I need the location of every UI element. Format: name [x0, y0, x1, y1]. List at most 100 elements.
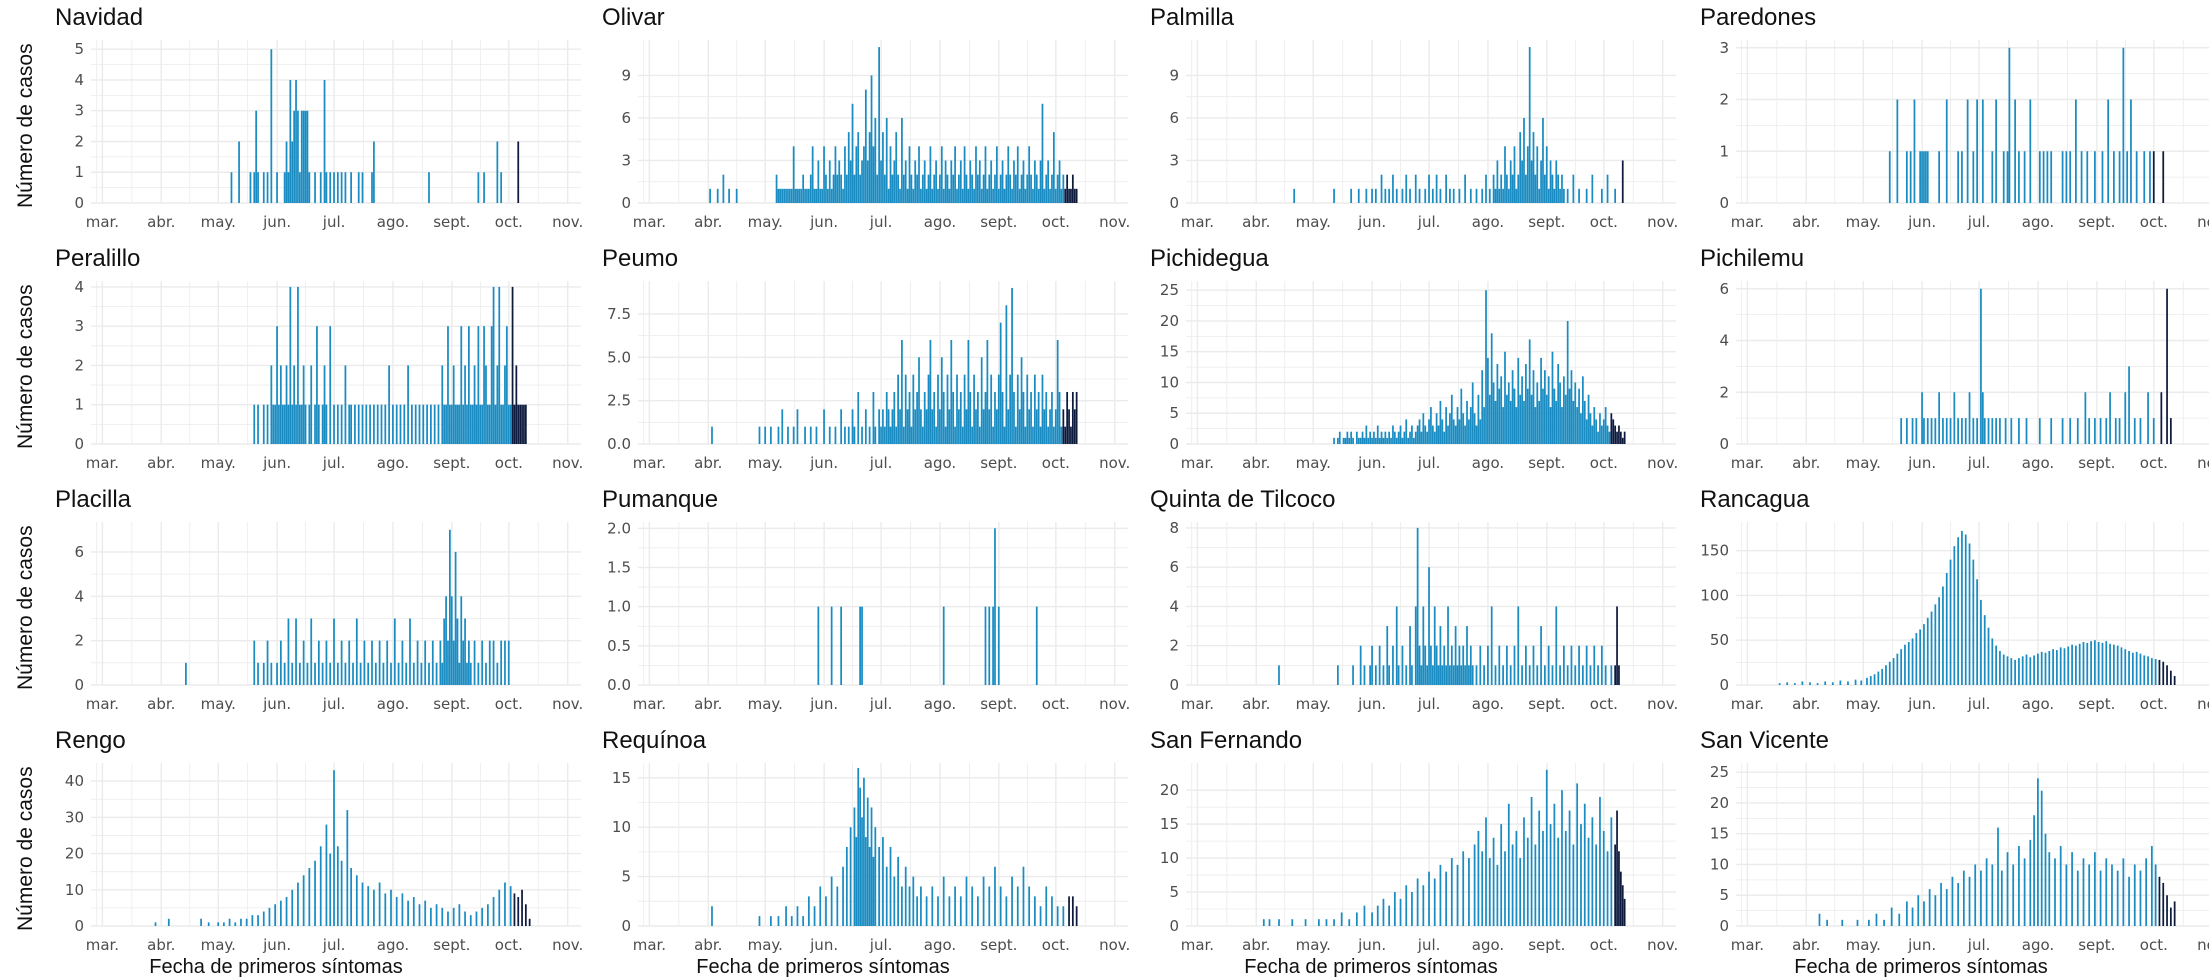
bar	[466, 662, 468, 685]
bar	[2124, 649, 2127, 685]
bar	[1930, 418, 1933, 444]
bar	[1981, 392, 1984, 444]
bar	[323, 365, 326, 444]
bar	[475, 404, 478, 444]
bar	[920, 188, 922, 203]
y-tick-label: 0	[74, 194, 84, 212]
bar	[1917, 895, 1920, 926]
bar	[443, 404, 446, 444]
bar	[2040, 790, 2043, 926]
bar	[1371, 912, 1373, 926]
bar	[764, 426, 767, 444]
bar	[329, 326, 332, 444]
bar	[1020, 174, 1023, 203]
bar	[1987, 418, 1990, 444]
bar	[2099, 418, 2102, 444]
bar	[325, 172, 328, 203]
bar	[874, 117, 877, 203]
bar	[887, 188, 890, 203]
bar	[874, 827, 877, 926]
bar	[450, 596, 453, 685]
bar	[1972, 151, 1975, 203]
y-tick-label: 10	[1160, 373, 1179, 391]
bar	[1540, 357, 1542, 444]
y-tick-label: 2.0	[607, 519, 631, 537]
bar	[1987, 627, 1990, 685]
bar	[481, 907, 484, 926]
bar	[1513, 388, 1516, 444]
bar	[859, 606, 862, 685]
bar	[840, 606, 843, 685]
bar	[1945, 573, 1948, 685]
bar	[314, 860, 316, 926]
y-tick-label: 15	[1160, 815, 1179, 833]
bar	[1905, 418, 1908, 444]
bar	[855, 146, 858, 203]
x-tick-label: oct.	[1590, 936, 1618, 954]
bar	[977, 391, 979, 444]
bar	[1357, 188, 1360, 203]
bar	[2042, 151, 2045, 203]
bar	[2021, 656, 2024, 685]
bar	[2124, 392, 2127, 444]
bar	[359, 662, 362, 685]
bar	[1589, 665, 1592, 685]
bar	[1905, 901, 1908, 926]
bar	[1278, 919, 1280, 926]
bar	[988, 886, 991, 926]
bar-recent	[1064, 188, 1067, 203]
bar	[1860, 680, 1863, 685]
bar	[1602, 419, 1605, 444]
bar	[1513, 645, 1516, 685]
bar	[1449, 188, 1451, 203]
bar	[1022, 391, 1025, 444]
y-tick-label: 4	[1169, 597, 1179, 615]
bar	[990, 374, 993, 444]
bar	[1934, 604, 1937, 685]
chart-title: Pichilemu	[1700, 245, 1805, 272]
bar	[1576, 783, 1579, 926]
bar	[1051, 174, 1053, 203]
bar	[1517, 174, 1520, 203]
bar	[262, 662, 265, 685]
bar	[1528, 339, 1531, 444]
bar	[2029, 657, 2032, 685]
x-tick-label: ago.	[924, 936, 956, 954]
bar	[325, 640, 328, 685]
bar	[1875, 913, 1878, 926]
bar	[845, 846, 848, 926]
bar	[942, 876, 945, 926]
bar	[1437, 425, 1440, 444]
x-tick-label: jun.	[1907, 695, 1936, 713]
bar	[1585, 645, 1588, 685]
bar	[1938, 392, 1941, 444]
bar	[462, 640, 465, 685]
bar	[473, 640, 476, 685]
bar	[509, 886, 512, 926]
bar	[1395, 606, 1398, 685]
bar	[882, 132, 884, 203]
bar	[1957, 418, 1960, 444]
bar	[1519, 394, 1522, 444]
bar	[988, 174, 991, 203]
bar	[2000, 870, 2003, 926]
bar-recent	[1064, 426, 1067, 444]
bar	[266, 640, 269, 685]
x-tick-label: ago.	[2022, 936, 2054, 954]
bar	[1610, 817, 1613, 926]
bar	[1544, 370, 1546, 444]
bar	[308, 172, 311, 203]
bar	[1856, 919, 1859, 926]
bar	[1475, 665, 1478, 685]
bar	[878, 47, 880, 203]
bar	[1980, 288, 1982, 444]
x-tick-label: jun.	[1907, 454, 1936, 472]
y-tick-label: 10	[612, 818, 631, 836]
bar	[997, 188, 1000, 203]
bar	[1793, 683, 1796, 685]
bar	[1980, 870, 1982, 926]
x-tick-label: sept.	[980, 695, 1017, 713]
bar	[1392, 425, 1394, 444]
bar	[996, 146, 998, 203]
bar	[1032, 426, 1034, 444]
